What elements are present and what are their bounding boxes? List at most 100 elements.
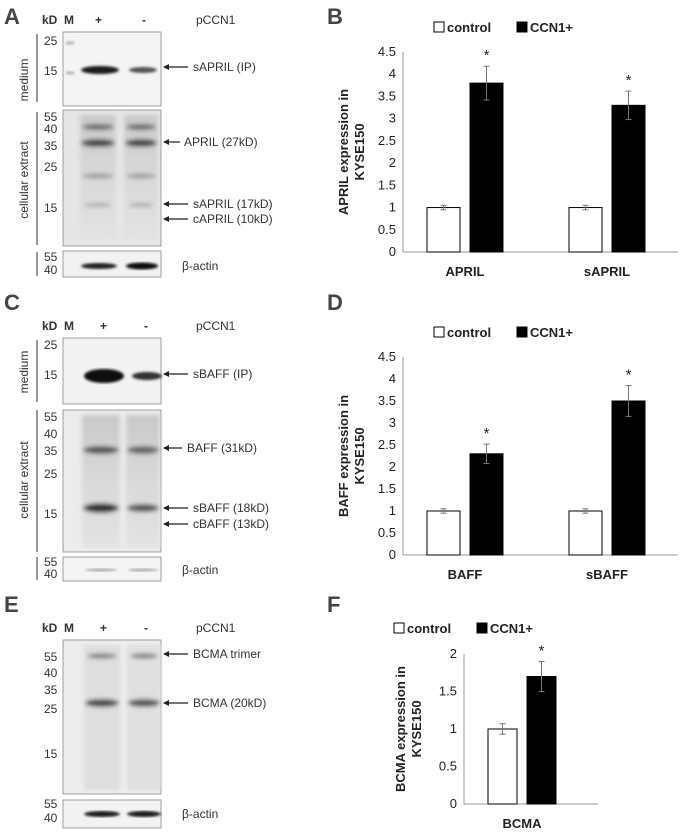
y-tick-label: 0.5 — [439, 759, 457, 774]
legend-label: CCN1+ — [530, 325, 573, 340]
x-category-label: BCMA — [503, 816, 543, 831]
marker-40: 40 — [44, 427, 58, 441]
panel-label-f: F — [327, 592, 340, 617]
band-label-sbaff-18kd: sBAFF (18kD) — [193, 501, 269, 515]
marker-55: 55 — [44, 250, 58, 264]
bar — [426, 207, 461, 253]
kd-label: kD — [42, 13, 58, 27]
marker-35: 35 — [44, 444, 58, 458]
y-axis-label-line: KYSE150 — [352, 123, 367, 180]
y-tick-label: 3 — [389, 415, 396, 430]
blot-bands — [82, 415, 160, 547]
band-label-bcma-trimer: BCMA trimer — [193, 647, 261, 661]
legend-label: CCN1+ — [530, 20, 573, 35]
panel-label-d: D — [327, 290, 343, 315]
marker-40: 40 — [44, 811, 58, 825]
y-axis-label-line: BAFF expression in — [336, 395, 351, 517]
marker-25: 25 — [44, 34, 58, 48]
arrowhead — [163, 64, 169, 70]
bar — [568, 207, 603, 253]
blot-c: kD M + - pCCN1 medium 25 15 sBAFF (IP) c… — [17, 319, 269, 582]
marker-40: 40 — [44, 567, 58, 581]
marker-25: 25 — [44, 467, 58, 481]
marker-40: 40 — [44, 666, 58, 680]
arrowhead — [163, 700, 169, 706]
marker-55: 55 — [44, 555, 58, 569]
x-category-label: sAPRIL — [584, 264, 630, 279]
significance-marker: * — [626, 367, 632, 384]
panel-label-a: A — [4, 4, 20, 29]
panel-label-c: C — [4, 290, 20, 315]
y-axis-label-line: APRIL expression in — [336, 89, 351, 215]
y-tick-label: 0.5 — [378, 222, 396, 237]
construct-label: pCCN1 — [196, 319, 236, 333]
y-tick-label: 2 — [389, 155, 396, 170]
section-label-cellular-extract: cellular extract — [17, 141, 31, 219]
band-label-beta-actin: β-actin — [182, 259, 218, 273]
bar — [487, 728, 518, 805]
kd-label: kD — [42, 319, 58, 333]
bar — [611, 104, 646, 253]
section-label-medium: medium — [17, 351, 31, 394]
y-axis-label: BAFF expression inKYSE150 — [336, 395, 367, 517]
band-label-bcma-20kd: BCMA (20kD) — [193, 696, 266, 710]
legend-swatch — [433, 21, 445, 33]
arrowhead — [163, 505, 169, 511]
chart-d: 0 0.5 1 1.5 2 2.5 3 3.5 4 4.5 BAFF expression inKY… — [336, 325, 678, 582]
legend-label: CCN1+ — [490, 621, 533, 636]
marker-lane-label: M — [64, 319, 74, 333]
construct-label: pCCN1 — [196, 621, 236, 635]
marker-25: 25 — [44, 338, 58, 352]
blot-bands — [84, 811, 161, 817]
marker-15: 15 — [44, 507, 58, 521]
band-label-april-27kd: APRIL (27kD) — [184, 135, 258, 149]
arrowhead — [163, 445, 169, 451]
lane-plus-label: + — [95, 13, 102, 27]
y-tick-label: 0 — [389, 244, 396, 259]
y-tick-label: 1 — [450, 721, 457, 736]
bar — [611, 400, 646, 556]
x-category-label: sBAFF — [586, 567, 628, 582]
y-tick-label: 2 — [389, 459, 396, 474]
y-tick-label: 2 — [450, 646, 457, 661]
blot-bands — [84, 645, 161, 790]
marker-lane-label: M — [64, 621, 74, 635]
arrowhead — [163, 371, 169, 377]
lane-plus-label: + — [100, 621, 107, 635]
y-tick-label: 2.5 — [378, 437, 396, 452]
y-tick-label: 3 — [389, 111, 396, 126]
significance-marker: * — [484, 425, 490, 442]
band-label-sapril-ip: sAPRIL (IP) — [193, 60, 256, 74]
construct-label: pCCN1 — [196, 13, 236, 27]
y-axis-label: BCMA expression inKYSE150 — [393, 666, 424, 792]
bar — [526, 676, 557, 805]
marker-15: 15 — [44, 201, 58, 215]
marker-25: 25 — [44, 702, 58, 716]
kd-label: kD — [42, 621, 58, 635]
y-tick-label: 0 — [389, 547, 396, 562]
y-tick-label: 2.5 — [378, 133, 396, 148]
arrowhead — [163, 521, 169, 527]
section-label-medium: medium — [17, 59, 31, 102]
band-label-beta-actin: β-actin — [182, 563, 218, 577]
legend-swatch — [393, 622, 405, 634]
band-label-beta-actin: β-actin — [182, 807, 218, 821]
legend-swatch — [433, 326, 445, 338]
x-category-label: APRIL — [446, 264, 485, 279]
y-axis-label-line: KYSE150 — [352, 427, 367, 484]
y-tick-label: 4.5 — [378, 44, 396, 59]
y-tick-label: 3.5 — [378, 88, 396, 103]
significance-marker: * — [626, 72, 632, 89]
marker-15: 15 — [44, 64, 58, 78]
bar — [469, 82, 504, 253]
arrowhead — [163, 139, 169, 145]
blot-bands — [66, 42, 157, 74]
significance-marker: * — [539, 643, 545, 660]
band-label-baff-31kd: BAFF (31kD) — [187, 441, 257, 455]
bar — [469, 453, 504, 556]
lane-minus-label: - — [142, 13, 146, 27]
blot-bands — [85, 568, 158, 572]
y-axis-label: APRIL expression inKYSE150 — [336, 89, 367, 215]
y-tick-label: 1.5 — [378, 481, 396, 496]
